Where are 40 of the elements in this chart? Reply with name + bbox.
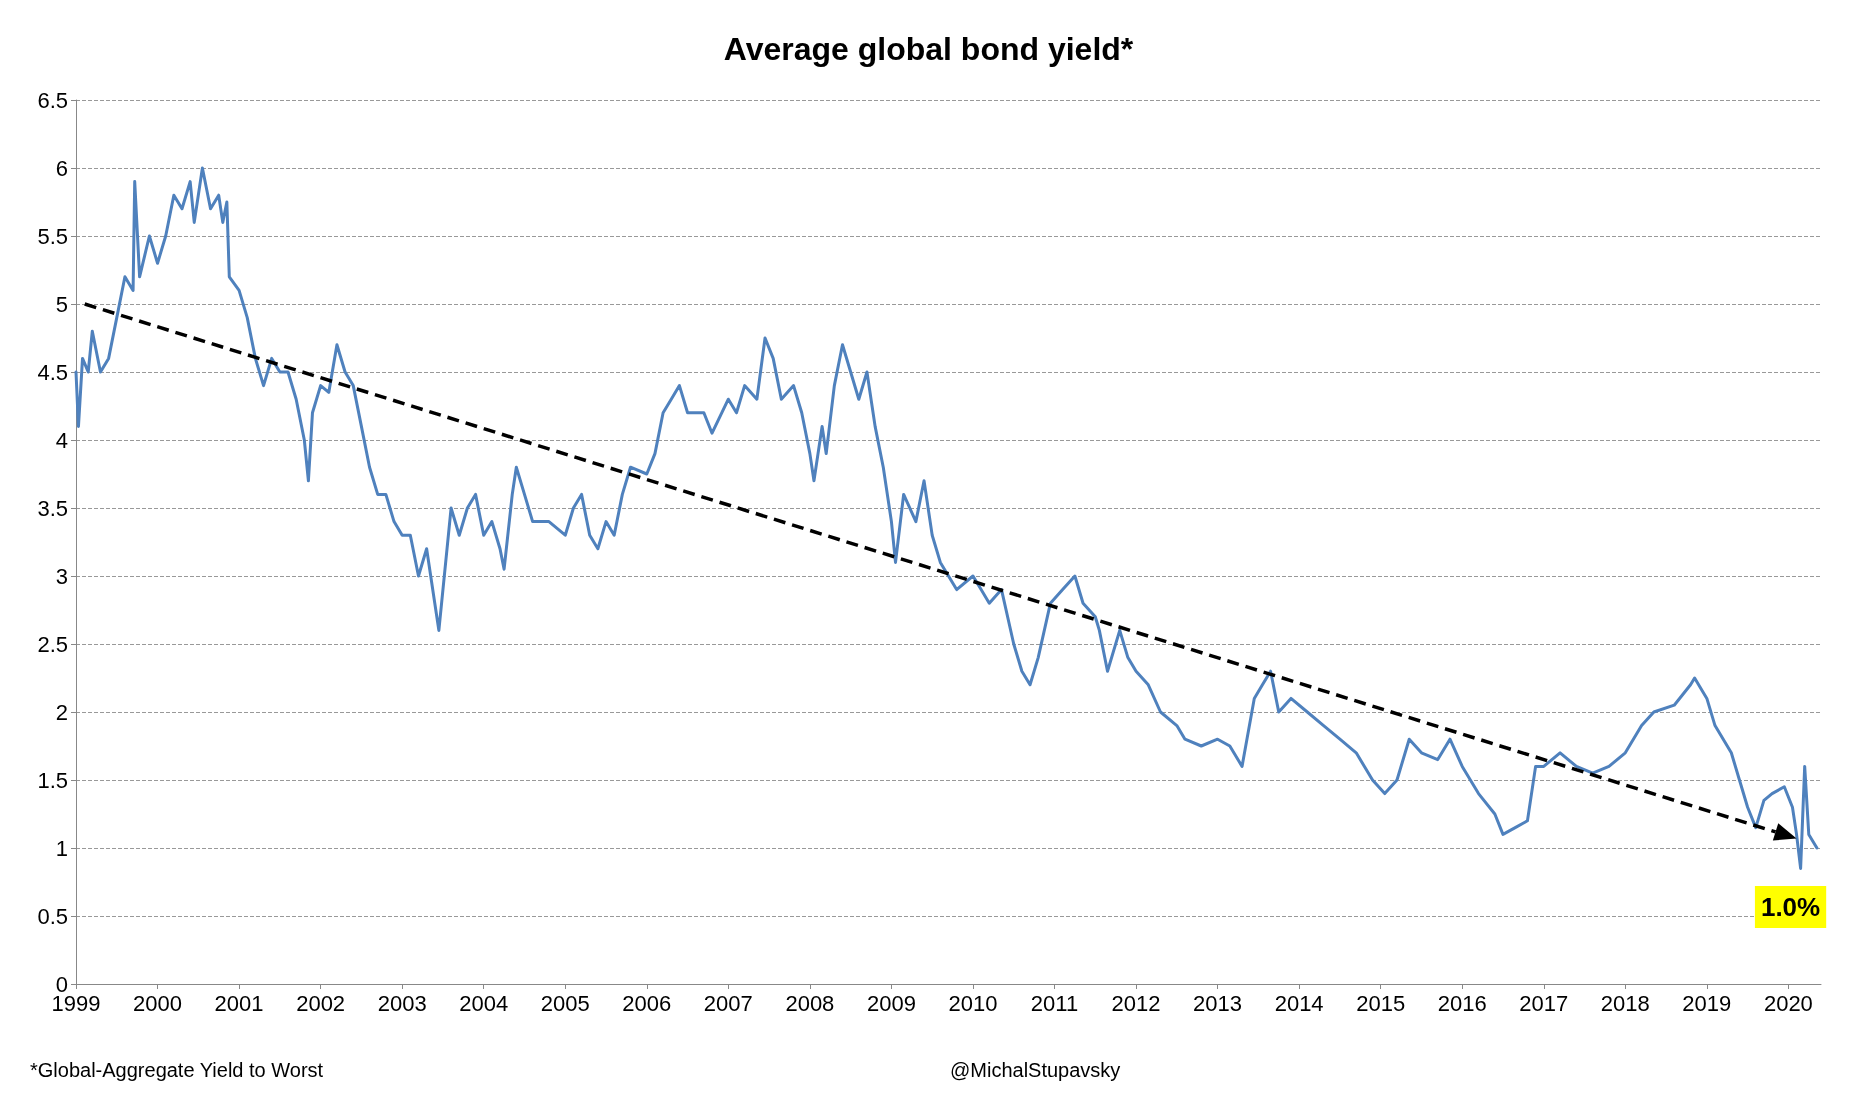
y-tick-label: 0.5 [37,903,68,929]
x-tick-label: 2011 [1030,990,1079,1016]
x-tick-label: 2000 [133,990,183,1016]
x-tick-label: 2013 [1193,990,1243,1016]
y-tick-label: 2 [55,699,68,725]
x-tick-label: 2012 [1111,990,1161,1016]
y-tick-label: 5 [55,291,68,317]
x-tick-label: 2010 [948,990,998,1016]
x-tick-label: 2018 [1600,990,1650,1016]
x-tick-label: 2005 [540,990,590,1016]
y-tick-label: 4 [55,427,68,453]
x-tick-label: 2002 [296,990,346,1016]
y-tick-label: 3.5 [37,495,68,521]
x-tick-label: 2014 [1274,990,1324,1016]
x-tick-label: 2001 [214,990,264,1016]
y-tick-label: 3 [55,563,68,589]
y-tick-label: 1.5 [37,767,68,793]
annotation: 1.0% [1760,892,1821,922]
y-tick-label: 5.5 [37,223,68,249]
y-tick-label: 1 [55,835,68,861]
line-series [74,166,1819,870]
x-tick-label: 2006 [622,990,672,1016]
chart-title: Average global bond yield* [723,31,1134,67]
y-tick-label: 6.5 [37,87,68,113]
x-tick-label: 2007 [703,990,753,1016]
x-tick-label: 2020 [1763,990,1813,1016]
x-tick-label: 2017 [1519,990,1569,1016]
y-tick-label: 2.5 [37,631,68,657]
x-tick-label: 2008 [785,990,835,1016]
x-tick-label: 2003 [377,990,427,1016]
y-tick-label: 0 [55,971,68,997]
x-tick-label: 2019 [1682,990,1732,1016]
x-tick-label: 2009 [866,990,916,1016]
text: @MichalStupavsky [950,1059,1121,1081]
y-tick-label: 4.5 [37,359,68,385]
x-tick-label: 2015 [1356,990,1406,1016]
x-tick-label: 2016 [1437,990,1487,1016]
x-tick-label: 2004 [459,990,509,1016]
y-tick-label: 6 [55,155,68,181]
text: *Global-Aggregate Yield to Worst [30,1059,324,1081]
